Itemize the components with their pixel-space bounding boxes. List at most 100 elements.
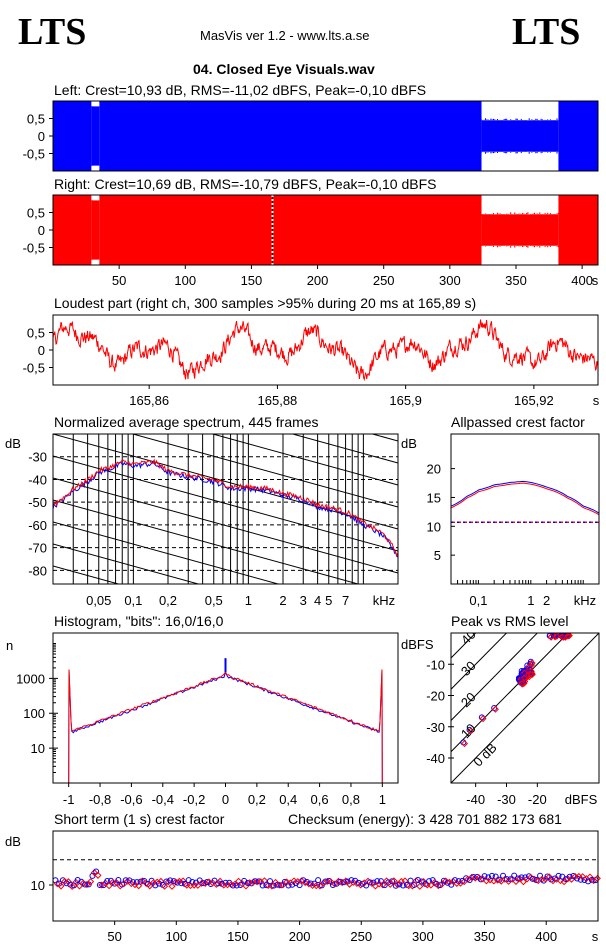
allpassed-xtick-label: 2 [543,593,550,608]
histogram-xtick-label: 0,6 [311,792,329,807]
short-term-point-right [342,877,350,885]
loudest-frame [52,314,599,386]
peak-rms-xtick-label: -20 [528,792,547,807]
short-term-point-left [263,882,270,889]
short-term-point-right [379,881,387,889]
spectrum-slope [53,543,201,584]
loudest-xtick-label: 165,9 [389,393,422,408]
short-term-point-right [512,877,520,886]
short-term-point-left [244,879,251,886]
left-waveform-segment [558,101,598,171]
left-waveform-ytick-label: 0,5 [27,112,45,127]
short-term-point-left [507,876,514,883]
short-term-point-right [394,881,402,889]
peak-rms-ytick-label: -20 [426,689,445,704]
short-term-point-right [72,878,80,886]
spectrum-xtick-label: 0,2 [159,593,177,608]
short-term-point-left [267,878,274,885]
spectrum-xtick-label: 3 [300,593,307,608]
loudest-ytick-label: 0,5 [27,326,45,341]
short-term-point-right [253,878,261,886]
histogram-panel-title: Histogram, "bits": 16,0/16,0 [54,613,224,629]
short-term-point-left [585,878,592,885]
short-term-point-right [272,878,280,886]
short-term-point-left [363,882,370,889]
short-term-point-right [560,878,568,886]
left-panel-title: Left: Crest=10,93 dB, RMS=-11,02 dBFS, P… [54,82,427,98]
short-term-point-left [119,881,126,888]
short-term-point-right [146,882,154,890]
left-waveform-quiet-bottom [481,151,559,171]
peak-rms-ytick-label: -30 [426,720,445,735]
spectrum-ytick-label: -80 [28,563,47,578]
left-waveform-ytick-label: 0 [38,129,45,144]
spectrum-frame [52,433,399,585]
spectrum-slope [53,632,398,727]
short-term-point-right [438,880,446,888]
peak-rms-crest-label: 40 [458,627,479,648]
loudest-xtick-label: 165,86 [129,393,169,408]
spectrum-ytick-label: -40 [28,472,47,487]
left-waveform-segment [99,101,482,171]
short-term-point-left [281,878,288,885]
short-term-point-right [427,881,435,889]
short-term-point-right [179,877,187,885]
short-term-point-right [87,878,95,886]
left-waveform-frame [52,100,599,172]
peak-rms-crest-label: 30 [458,658,479,679]
peak-rms-crest-line [451,633,599,783]
short-term-point-left [82,881,89,888]
right-panel-title: Right: Crest=10,69 dB, RMS=-10,79 dBFS, … [54,176,437,192]
right-waveform-segment [91,200,100,260]
spectrum-panel-title: Normalized average spectrum, 445 frames [54,414,319,430]
spectrum-slope [210,434,398,486]
spectrum-plot [53,258,398,727]
short-term-point-left [477,876,484,883]
short-term-point-right [390,877,398,885]
spectrum-xtick-label: 0,1 [124,593,142,608]
right-waveform-xtick-label: 100 [174,273,196,288]
short-term-point-left [163,878,170,885]
right-waveform-notch-top [92,196,100,201]
short-term-xtick-label: 300 [412,929,434,944]
spectrum-trace-left [53,460,398,558]
allpassed-ytick-label: 20 [427,462,441,477]
short-term-point-left [488,872,495,879]
spectrum-slope [53,324,398,419]
right-waveform-quiet-top [481,195,559,215]
short-term-point-right [198,879,206,887]
short-term-point-left [518,874,525,881]
left-waveform-segment [91,106,100,166]
short-term-point-left [481,873,488,880]
short-term-point-right [386,880,394,888]
peak-rms-ytick-label: -40 [426,751,445,766]
left-waveform-ytick-label: -0,5 [23,147,45,162]
histogram-xtick-label: 1 [379,792,386,807]
spectrum-slope [53,499,360,584]
short-term-point-left [74,877,81,884]
right-waveform-frame [52,194,599,266]
histogram-ytick-label: 1000 [16,671,45,686]
peak-rms-point-right [553,633,561,640]
histogram-xtick-label: 0,2 [248,792,266,807]
peak-rms-point-right [479,715,487,723]
short-term-xtick-label: 100 [165,929,187,944]
short-term-point-left [255,878,262,885]
spectrum-slope [53,258,398,353]
spectrum-ylabel: dB [5,436,21,451]
histogram-xtick-label: 0 [222,792,229,807]
short-term-point-right [64,878,72,886]
spectrum-xtick-label: 4 [314,593,321,608]
peak-rms-xtick-label: -30 [497,792,516,807]
loudest-xtick-label: 165,88 [258,393,298,408]
right-waveform-quiet-bottom [481,245,559,265]
allpassed-frame [450,433,600,585]
allpassed-xtick-label: 1 [527,593,534,608]
short-term-point-right [593,874,601,882]
short-term-point-left [555,872,562,879]
spectrum-slope [53,455,398,552]
loudest-xtick-label: 165,92 [514,393,554,408]
histogram-xtick-label: -0,4 [152,792,174,807]
short-term-ylabel: dB [5,834,21,849]
